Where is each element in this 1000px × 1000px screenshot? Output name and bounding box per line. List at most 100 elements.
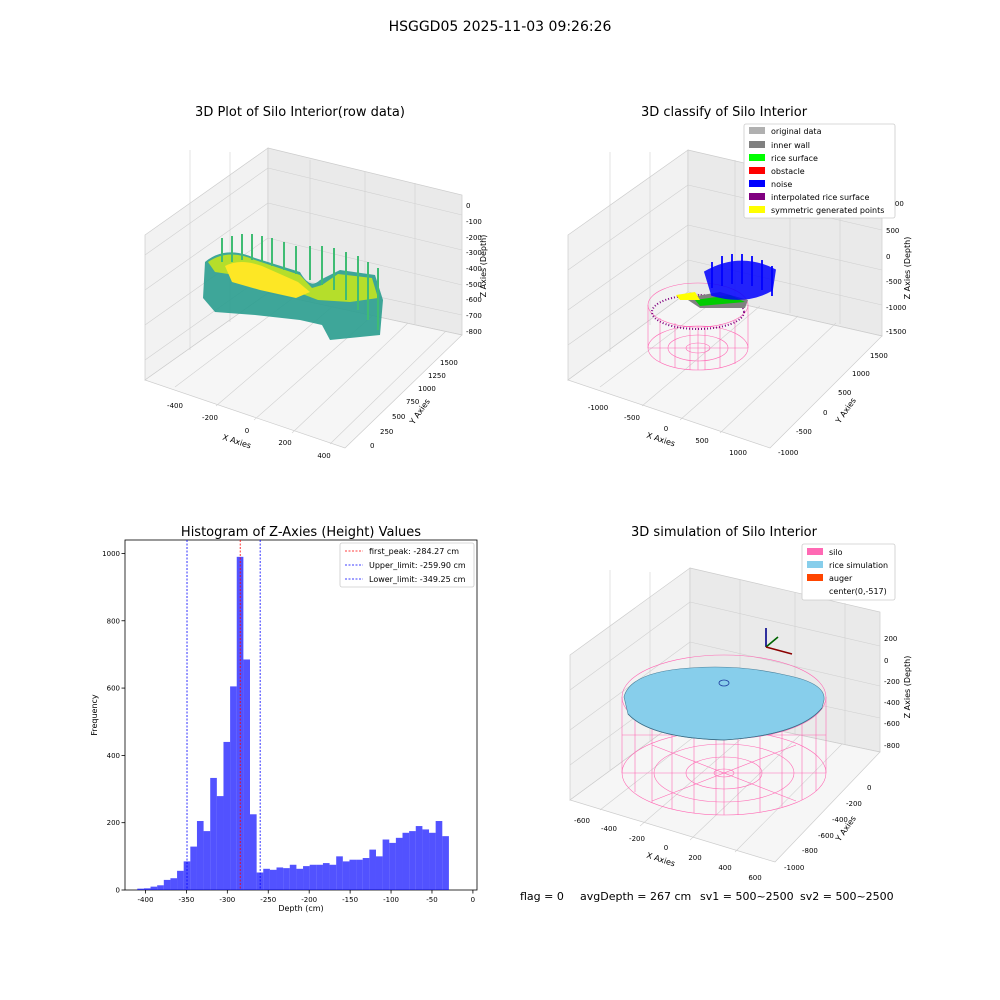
histogram-bar <box>223 741 231 890</box>
sv2-text: sv2 = 500~2500 <box>800 890 894 903</box>
sim-ytick: -400 <box>832 816 848 824</box>
legend-swatch-symmetric <box>749 206 765 213</box>
raw-ztick: -700 <box>466 312 482 320</box>
sim-silo-wireframe <box>621 654 827 816</box>
legend-label: interpolated rice surface <box>771 193 869 202</box>
raw-ztick: -800 <box>466 328 482 336</box>
legend-label-lower-limit: Lower_limit: -349.25 cm <box>369 575 466 584</box>
flag-text: flag = 0 <box>520 890 564 903</box>
raw-xtick: 400 <box>317 452 330 460</box>
classify-xtick: 500 <box>695 437 708 445</box>
legend-label: obstacle <box>771 167 805 176</box>
histogram-ytick-label: 400 <box>107 752 120 760</box>
sim-xlabel: X Axies <box>645 851 676 869</box>
histogram-ytick-label: 200 <box>107 819 120 827</box>
histogram-bar <box>349 859 357 890</box>
legend-swatch-rice-simulation <box>807 561 823 568</box>
histogram-bar <box>269 869 277 890</box>
raw-ztick: -600 <box>466 296 482 304</box>
classify-ztick: -500 <box>886 278 902 286</box>
panel-raw: 3D Plot of Silo Interior(row data) <box>144 105 488 460</box>
classify-ylabel: Y Axies <box>833 396 858 426</box>
classify-ytick: 1000 <box>852 370 870 378</box>
classify-xlabel: X Axies <box>645 431 676 449</box>
status-footer: flag = 0 avgDepth = 267 cm sv1 = 500~250… <box>520 890 894 903</box>
classify-xtick: 0 <box>664 425 668 433</box>
sim-ytick: -200 <box>846 800 862 808</box>
legend-label: rice simulation <box>829 561 888 570</box>
classify-ytick: 500 <box>838 389 851 397</box>
raw-zlabel: Z Axies (Depth) <box>479 235 488 298</box>
histogram-bar <box>203 831 211 890</box>
classify-xtick: -500 <box>624 414 640 422</box>
histogram-bar <box>356 859 363 890</box>
sim-y-ticks: 0 -200 -400 -600 -800 -1000 <box>784 784 871 872</box>
raw-ztick: -400 <box>466 265 482 273</box>
histogram-bar <box>210 777 217 890</box>
histogram-xtick-label: -250 <box>260 896 276 904</box>
sim-ztick: 0 <box>884 657 888 665</box>
histogram-bar <box>429 832 436 890</box>
histogram-bar <box>442 836 449 890</box>
histogram-bar <box>336 856 343 890</box>
sim-xtick: -600 <box>574 817 590 825</box>
sim-xtick: 600 <box>748 874 761 882</box>
histogram-bar <box>216 796 224 890</box>
histogram-bar <box>190 846 197 890</box>
sim-ztick: -200 <box>884 678 900 686</box>
histogram-bar <box>263 868 270 890</box>
raw-ztick: 0 <box>466 202 470 210</box>
sim-zlabel: Z Axies (Depth) <box>903 656 912 719</box>
raw-ytick: 0 <box>370 442 374 450</box>
classify-zlabel: Z Axies (Depth) <box>903 237 912 300</box>
sim-ztick: -600 <box>884 720 900 728</box>
panel-sim: 3D simulation of Silo Interior <box>569 525 912 882</box>
figure-title: HSGGD05 2025-11-03 09:26:26 <box>389 19 612 35</box>
histogram-xtick-label: 0 <box>471 896 475 904</box>
legend-swatch-original-data <box>749 127 765 134</box>
raw-z-ticks: 0 -100 -200 -300 -400 -500 -600 -700 -80… <box>466 202 482 336</box>
raw-ytick: 250 <box>380 428 393 436</box>
classify-title: 3D classify of Silo Interior <box>641 105 808 120</box>
histogram-bar <box>243 659 251 890</box>
sim-auger-axes <box>765 628 793 655</box>
raw-point-cloud <box>203 234 383 340</box>
raw-ytick: 750 <box>406 398 419 406</box>
histogram-bar <box>157 885 164 890</box>
histogram-bar <box>143 888 151 890</box>
histogram-xtick-label: -350 <box>178 896 194 904</box>
legend-label: noise <box>771 180 792 189</box>
histogram-xtick-label: -50 <box>426 896 437 904</box>
raw-ztick: -300 <box>466 249 482 257</box>
classify-ztick: 0 <box>886 253 890 261</box>
raw-y-ticks: 0 250 500 750 1000 1250 1500 <box>370 359 458 450</box>
raw-x-ticks: -400 -200 0 200 400 <box>167 402 331 460</box>
histogram-bar <box>382 839 390 890</box>
histogram-xtick-label: -200 <box>301 896 317 904</box>
classify-symmetric-points <box>676 292 700 300</box>
panel-classify: 3D classify of Silo Interior <box>567 105 912 457</box>
histogram-bar <box>316 864 323 890</box>
histogram-reference-lines <box>186 540 261 890</box>
classify-ytick: -1000 <box>778 449 798 457</box>
raw-xtick: -400 <box>167 402 183 410</box>
raw-ytick: 1500 <box>440 359 458 367</box>
histogram-bar <box>395 837 403 890</box>
histogram-bar <box>369 849 376 890</box>
histogram-xtick-label: -300 <box>219 896 235 904</box>
classify-ztick: -1000 <box>886 304 906 312</box>
histogram-bar <box>283 868 290 890</box>
histogram-ytick-label: 0 <box>116 887 120 895</box>
histogram-ytick-label: 800 <box>107 617 120 625</box>
classify-xtick: 1000 <box>729 449 747 457</box>
classify-noise <box>703 254 776 300</box>
legend-label: center(0,-517) <box>829 587 887 596</box>
histogram-ytick-label: 1000 <box>102 550 120 558</box>
sim-rice-edge <box>627 707 823 741</box>
sim-xtick: 400 <box>718 864 731 872</box>
classify-ztick: -1500 <box>886 328 906 336</box>
raw-ztick: -200 <box>466 234 482 242</box>
histogram-bar <box>170 878 178 890</box>
histogram-xtick-label: -400 <box>138 896 154 904</box>
